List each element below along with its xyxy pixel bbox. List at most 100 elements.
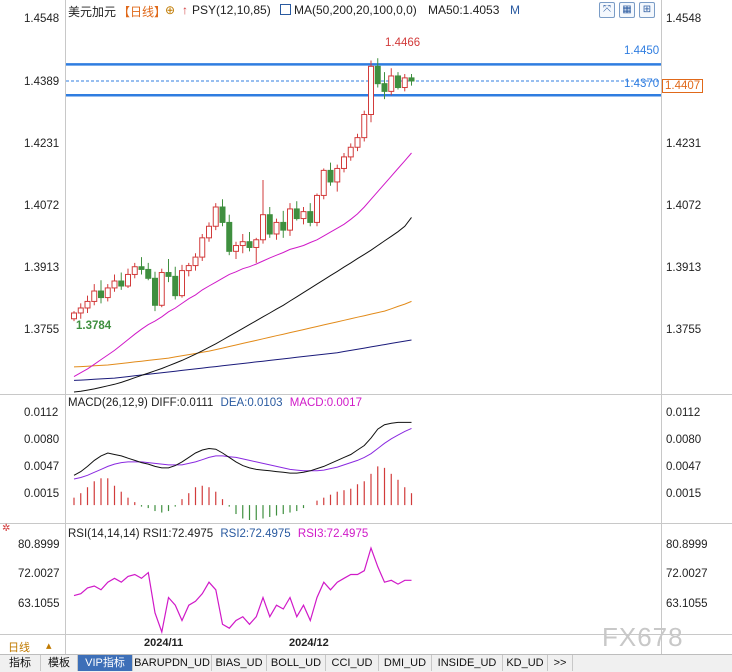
macd-dea-value: DEA:0.0103 [220, 397, 283, 409]
symbol-name: 美元加元 [68, 5, 117, 19]
candle-body [273, 221, 280, 235]
rsi-title: RSI(14,14,14) [68, 528, 140, 540]
candle-body [138, 266, 145, 270]
candle-body [395, 75, 401, 89]
candle-body [347, 146, 354, 158]
grid-icon[interactable]: ▦ [619, 2, 635, 18]
rsi-settings-icon[interactable]: ✲ [2, 523, 11, 534]
candle-body [341, 156, 347, 169]
tab-templates[interactable]: 模板 [41, 655, 78, 671]
candle-body [300, 211, 307, 220]
candle-body [179, 270, 185, 297]
settings-icon[interactable]: ⊕ [165, 3, 176, 17]
candle-body [253, 239, 260, 248]
candle-body [293, 208, 300, 220]
tab-inside[interactable]: INSIDE_UD [432, 655, 503, 671]
price-tick-label: 1.3913 [666, 262, 702, 274]
candle-body [98, 290, 104, 299]
chart-header: 美元加元 【日线】 ⊕ ↑ PSY(12,10,85) MA(50,200,20… [0, 0, 732, 20]
macd-legend: MACD(26,12,9) DIFF:0.0111 DEA:0.0103 MAC… [68, 397, 362, 409]
macd-tick-label: 0.0015 [666, 488, 702, 500]
candle-body [327, 169, 334, 183]
price-tick-label: 1.4389 [24, 76, 60, 88]
tab-more[interactable]: >> [548, 655, 573, 671]
period-row-label: 日线 [8, 642, 30, 654]
price-tick-label: 1.3913 [24, 262, 60, 274]
rsi-tick-label: 63.1055 [18, 598, 60, 610]
candle-body [125, 273, 131, 287]
candle-body [71, 312, 77, 320]
tab-indicators[interactable]: 指标 [0, 655, 41, 671]
tab-kd[interactable]: KD_UD [503, 655, 548, 671]
ma50-label: MA50:1.4053 [428, 3, 500, 17]
candle-body [287, 208, 293, 231]
macd-dea-line [73, 427, 412, 480]
candle-body [239, 241, 246, 247]
candle-body [219, 206, 226, 223]
candle-body [408, 77, 415, 82]
psy-label[interactable]: PSY(12,10,85) [192, 3, 271, 17]
candle-body [314, 194, 320, 223]
indicator-tab-bar: 指标 模板 VIP指标 BARUPDN_UD BIAS_UD BOLL_UD C… [0, 654, 732, 672]
high-price-label: 1.4466 [385, 37, 421, 49]
candle-body [233, 245, 239, 252]
rsi2-value: RSI2:72.4975 [220, 528, 291, 540]
arrow-up-icon: ↑ [182, 3, 188, 17]
period-row-tab[interactable]: 日线 ▴ [0, 637, 62, 654]
price-tick-label: 1.4231 [24, 138, 60, 150]
price-tick-label: 1.3755 [24, 324, 60, 336]
candle-body [84, 300, 91, 309]
rsi-tick-label: 63.1055 [666, 598, 708, 610]
candle-body [131, 266, 138, 275]
candle-body [388, 75, 395, 92]
macd-title: MACD(26,12,9) [68, 397, 148, 409]
macd-diff-value: DIFF:0.0111 [151, 397, 214, 409]
rsi-tick-label: 72.0027 [18, 568, 60, 580]
ma-label[interactable]: MA(50,200,20,100,0,0) [294, 3, 417, 17]
tab-dmi[interactable]: DMI_UD [379, 655, 432, 671]
tab-barupdn[interactable]: BARUPDN_UD [133, 655, 212, 671]
macd-diff-line [73, 421, 412, 476]
rsi-tick-label: 72.0027 [666, 568, 708, 580]
candle-body [165, 272, 172, 277]
candle-body [260, 214, 266, 241]
level-upper-label: 1.4450 [624, 45, 660, 57]
m-label[interactable]: M [510, 3, 520, 17]
candle-body [199, 237, 206, 258]
candle-body [158, 272, 165, 306]
tab-bias[interactable]: BIAS_UD [212, 655, 267, 671]
tab-vip-indicators[interactable]: VIP指标 [78, 655, 133, 671]
macd-tick-label: 0.0080 [666, 434, 702, 446]
macd-tick-label: 0.0080 [24, 434, 60, 446]
period-label[interactable]: 【日线】 [118, 5, 167, 19]
candle-body [145, 268, 152, 279]
tab-boll[interactable]: BOLL_UD [267, 655, 326, 671]
candle-body [226, 221, 233, 252]
candle-body [172, 275, 179, 297]
price-tick-label: 1.4548 [666, 13, 702, 25]
crosshair-icon[interactable]: ⊞ [639, 2, 655, 18]
candle-body [266, 214, 273, 235]
candle-body [192, 256, 199, 267]
candle-body [185, 265, 192, 272]
candle-body [111, 280, 118, 289]
macd-macd-value: MACD:0.0017 [289, 397, 362, 409]
candle-body [91, 290, 98, 302]
candle-body [320, 169, 327, 196]
x-tick-label: 2024/11 [144, 637, 184, 649]
fit-icon[interactable]: ⤧ [599, 2, 615, 18]
ma100-line [73, 300, 412, 368]
candle-body [368, 65, 374, 115]
tab-cci[interactable]: CCI_UD [326, 655, 379, 671]
candle-body [307, 211, 314, 223]
macd-tick-label: 0.0112 [24, 407, 59, 419]
watermark: FX678 [602, 622, 684, 652]
price-tick-label: 1.4231 [666, 138, 702, 150]
price-tick-label: 1.4072 [666, 200, 702, 212]
candle-body [246, 241, 253, 248]
candle-body [104, 287, 111, 299]
candle-body [280, 221, 287, 231]
candle-body [374, 65, 381, 85]
x-tick-label: 2024/12 [289, 637, 329, 649]
